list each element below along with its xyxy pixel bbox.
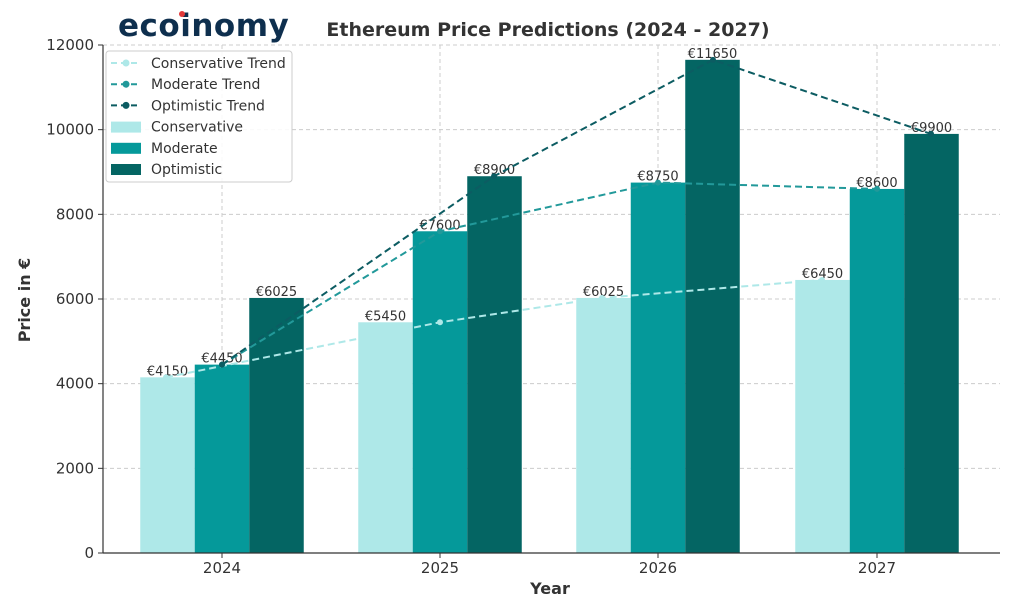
y-axis-label: Price in € [15,258,34,343]
trend-lines-group [163,56,934,381]
data-label-optimistic-2026: €11650 [688,47,738,62]
data-label-moderate-2024: €4450 [201,352,242,367]
data-label-conservative-2025: €5450 [365,309,406,324]
bar-optimistic-2024 [249,297,304,553]
brand-logo-text: ecoinomy [118,8,290,44]
data-label-conservative-2027: €6450 [802,267,843,282]
trend-point-moderate-trend-2027 [874,185,880,192]
bar-conservative-2025 [358,322,413,553]
x-tick-label-2025: 2025 [421,559,459,577]
bar-labels-group: €4150€5450€6025€6450€4450€7600€8750 €8600… [147,47,952,380]
bar-moderate-2027 [849,188,905,553]
bar-optimistic-2026 [685,59,740,554]
legend-label-moderate: Moderate [151,141,218,157]
legend-marker-optimistic-trend [122,101,130,109]
logo-dot-icon [179,11,185,17]
legend-label-conservative: Conservative [151,120,243,136]
bar-optimistic-2027 [904,133,959,553]
data-label-moderate-2026: €8750 [637,170,678,185]
bar-moderate-2025 [412,231,468,553]
legend-label-conservative-trend: Conservative Trend [151,56,286,72]
y-tick-label: 6000 [56,290,94,308]
legend-label-moderate-trend: Moderate Trend [151,77,260,93]
x-tick-label-2027: 2027 [858,559,896,577]
legend-swatch-moderate [111,142,141,154]
bar-conservative-2024 [140,377,195,553]
bar-moderate-2024 [194,364,250,553]
trend-point-conservative-trend-2025 [437,319,443,326]
legend: Conservative Trend Moderate Trend Optimist… [105,50,293,183]
data-label-optimistic-2024: €6025 [256,285,297,300]
x-tick-label-2026: 2026 [639,559,677,577]
trend-line-optimistic-trend [221,58,932,366]
y-tick-label: 0 [84,544,94,562]
bar-moderate-2026 [630,182,686,554]
legend-marker-moderate-trend [122,80,130,88]
legend-swatch-optimistic [111,164,141,175]
legend-box [105,50,293,183]
trend-line-conservative-trend [165,278,823,379]
trend-point-conservative-trend-2027 [819,276,825,283]
legend-marker-conservative-trend [122,59,130,67]
trend-line-moderate-trend [221,181,878,366]
trend-point-optimistic-trend-2025 [491,173,497,180]
y-tick-label: 2000 [56,459,94,477]
trend-point-optimistic-trend-2026 [710,56,716,63]
bar-conservative-2027 [795,279,850,553]
bar-optimistic-2025 [467,176,522,553]
y-tick-label: 8000 [56,205,94,223]
trend-point-moderate-trend-2026 [655,179,661,186]
bar-conservative-2026 [576,297,631,553]
trend-point-conservative-trend-2026 [599,294,605,301]
y-tick-label: 12000 [46,36,94,54]
y-tick-label: 10000 [46,121,94,139]
axes-group: 0 2000 4000 6000 8000 10000 12000 2024 2025 2026 2… [46,36,1000,577]
trend-point-optimistic-trend-2027 [928,130,934,137]
trend-point-moderate-trend-2025 [437,228,443,235]
chart-title: Ethereum Price Predictions (2024 - 2027) [326,19,769,41]
trend-point-optimistic-trend-2024 [219,361,225,368]
data-label-optimistic-2027: €9900 [911,121,952,136]
data-label-moderate-2027: €8600 [856,176,897,191]
y-tick-label: 4000 [56,375,94,393]
brand-logo: ecoinomy [118,8,289,44]
bars-group [140,59,959,554]
x-tick-label-2024: 2024 [203,559,241,577]
trend-point-conservative-trend-2024 [163,374,169,381]
data-label-optimistic-2025: €8900 [474,163,515,178]
legend-label-optimistic-trend: Optimistic Trend [151,98,265,114]
x-axis-label: Year [529,579,570,598]
legend-label-optimistic: Optimistic [151,162,222,178]
legend-swatch-conservative [111,121,141,133]
